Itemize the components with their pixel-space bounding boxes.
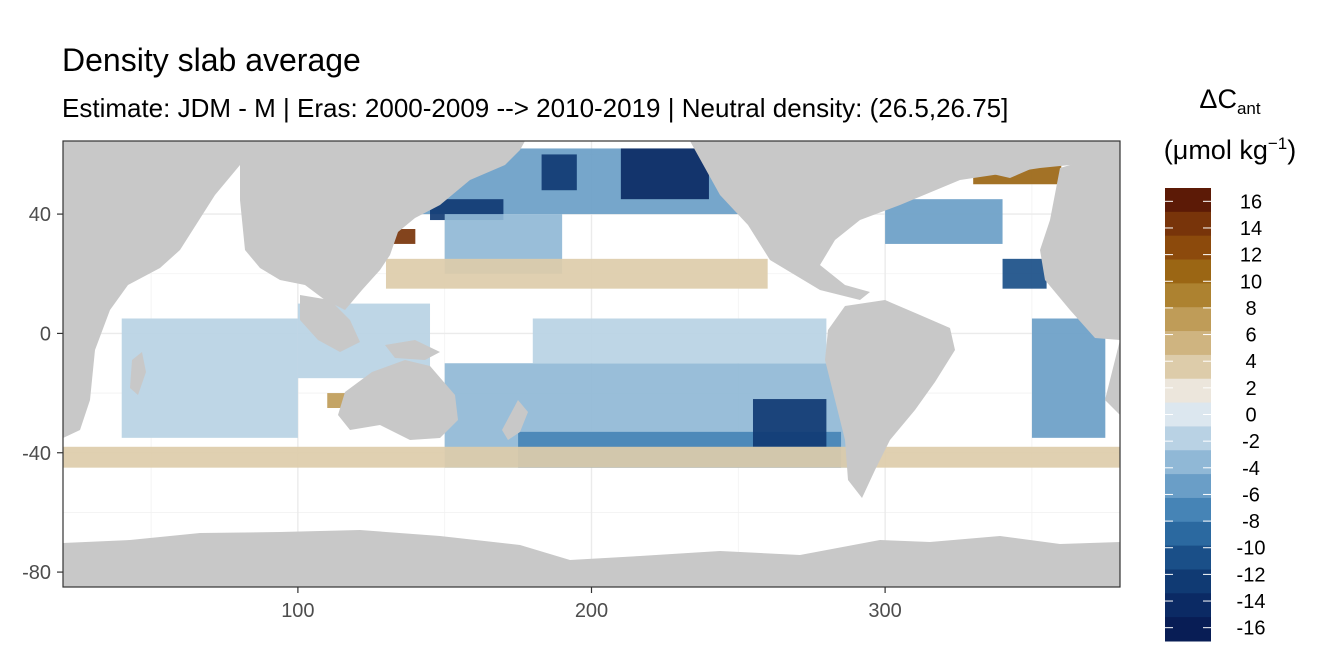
heatmap-region	[121, 318, 298, 438]
land-layer	[63, 141, 1120, 587]
legend-label: -14	[1237, 591, 1266, 613]
legend-label: -16	[1237, 618, 1266, 640]
heatmap-region	[1002, 258, 1047, 289]
land-africa-south	[1105, 340, 1120, 415]
land-australia	[338, 360, 458, 440]
land-maritime-se-asia	[300, 295, 360, 352]
legend-color-bin	[1165, 617, 1211, 642]
legend-color-bin	[1165, 283, 1211, 308]
land-new-guinea	[385, 340, 440, 360]
legend-label: 14	[1240, 218, 1262, 240]
chart-title: Density slab average	[62, 42, 361, 78]
y-tick-label: -40	[22, 443, 51, 465]
x-tick-label: 100	[281, 600, 314, 622]
heatmap-region	[1031, 318, 1106, 438]
legend-color-bin	[1165, 450, 1211, 475]
heatmap-region	[752, 399, 827, 447]
heatmap-region	[532, 318, 827, 364]
legend-label: 16	[1240, 191, 1262, 213]
y-tick-label: -80	[22, 562, 51, 584]
legend-label: 8	[1245, 298, 1256, 320]
land-north-america	[690, 141, 1120, 300]
legend-label: -10	[1237, 538, 1266, 560]
legend-color-bin	[1165, 593, 1211, 618]
x-tick-label: 200	[575, 600, 608, 622]
legend-color-bin	[1165, 378, 1211, 404]
legend-label: -6	[1242, 484, 1260, 506]
legend-label: 6	[1245, 325, 1256, 347]
y-tick-label: 0	[40, 323, 51, 345]
legend-label: 10	[1240, 271, 1262, 293]
legend-color-bin	[1165, 235, 1211, 261]
land-madagascar	[130, 352, 146, 395]
legend-label: -2	[1242, 431, 1260, 453]
land-africa	[63, 141, 240, 438]
legend-label: 12	[1240, 245, 1262, 267]
legend-color-bin	[1165, 545, 1211, 570]
legend: 16 14 12 10 8 6 4 2 0 -2 -4 -6 -8 -10 -12 -14 -16	[1165, 188, 1265, 642]
legend-color-bin	[1165, 569, 1211, 594]
legend-color-bin	[1165, 521, 1211, 547]
legend-unit-superscript: −1	[1267, 134, 1288, 153]
heatmap-region	[620, 148, 709, 200]
legend-color-bin	[1165, 354, 1211, 380]
legend-color-bin	[1165, 211, 1211, 237]
legend-label: -8	[1242, 511, 1260, 533]
legend-unit-suffix: )	[1287, 135, 1297, 165]
legend-label: -12	[1237, 564, 1266, 586]
legend-color-bin	[1165, 307, 1211, 332]
heatmap-region	[541, 154, 577, 191]
land-new-zealand	[502, 400, 528, 440]
land-greenland	[935, 141, 1060, 178]
legend-label: 2	[1245, 378, 1256, 400]
legend-label: -4	[1242, 458, 1260, 480]
legend-color-bin	[1165, 331, 1211, 356]
legend-label: 4	[1245, 351, 1256, 373]
legend-color-bin	[1165, 426, 1211, 451]
plot-panel	[62, 140, 1121, 588]
legend-title: ΔCant	[1130, 84, 1330, 119]
legend-color-bin	[1165, 497, 1211, 523]
chart-subtitle: Estimate: JDM - M | Eras: 2000-2009 --> …	[62, 93, 1009, 123]
land-asia	[240, 141, 525, 310]
legend-label: 0	[1245, 405, 1256, 427]
legend-unit: (μmol kg−1)	[1130, 134, 1330, 166]
land-south-america	[825, 300, 955, 498]
legend-title-symbol: ΔC	[1199, 84, 1237, 114]
legend-color-bin	[1165, 188, 1211, 213]
heatmap-region	[885, 199, 1003, 244]
legend-title-subscript: ant	[1236, 99, 1261, 118]
legend-unit-prefix: (μmol kg	[1163, 135, 1268, 165]
legend-color-bin	[1165, 259, 1211, 284]
land-antarctica	[63, 530, 1120, 587]
land-africa-west	[1040, 150, 1120, 340]
heatmap-region	[63, 446, 1120, 468]
y-tick-label: 40	[29, 204, 51, 226]
heatmap-region	[385, 258, 768, 289]
x-tick-label: 300	[868, 600, 901, 622]
